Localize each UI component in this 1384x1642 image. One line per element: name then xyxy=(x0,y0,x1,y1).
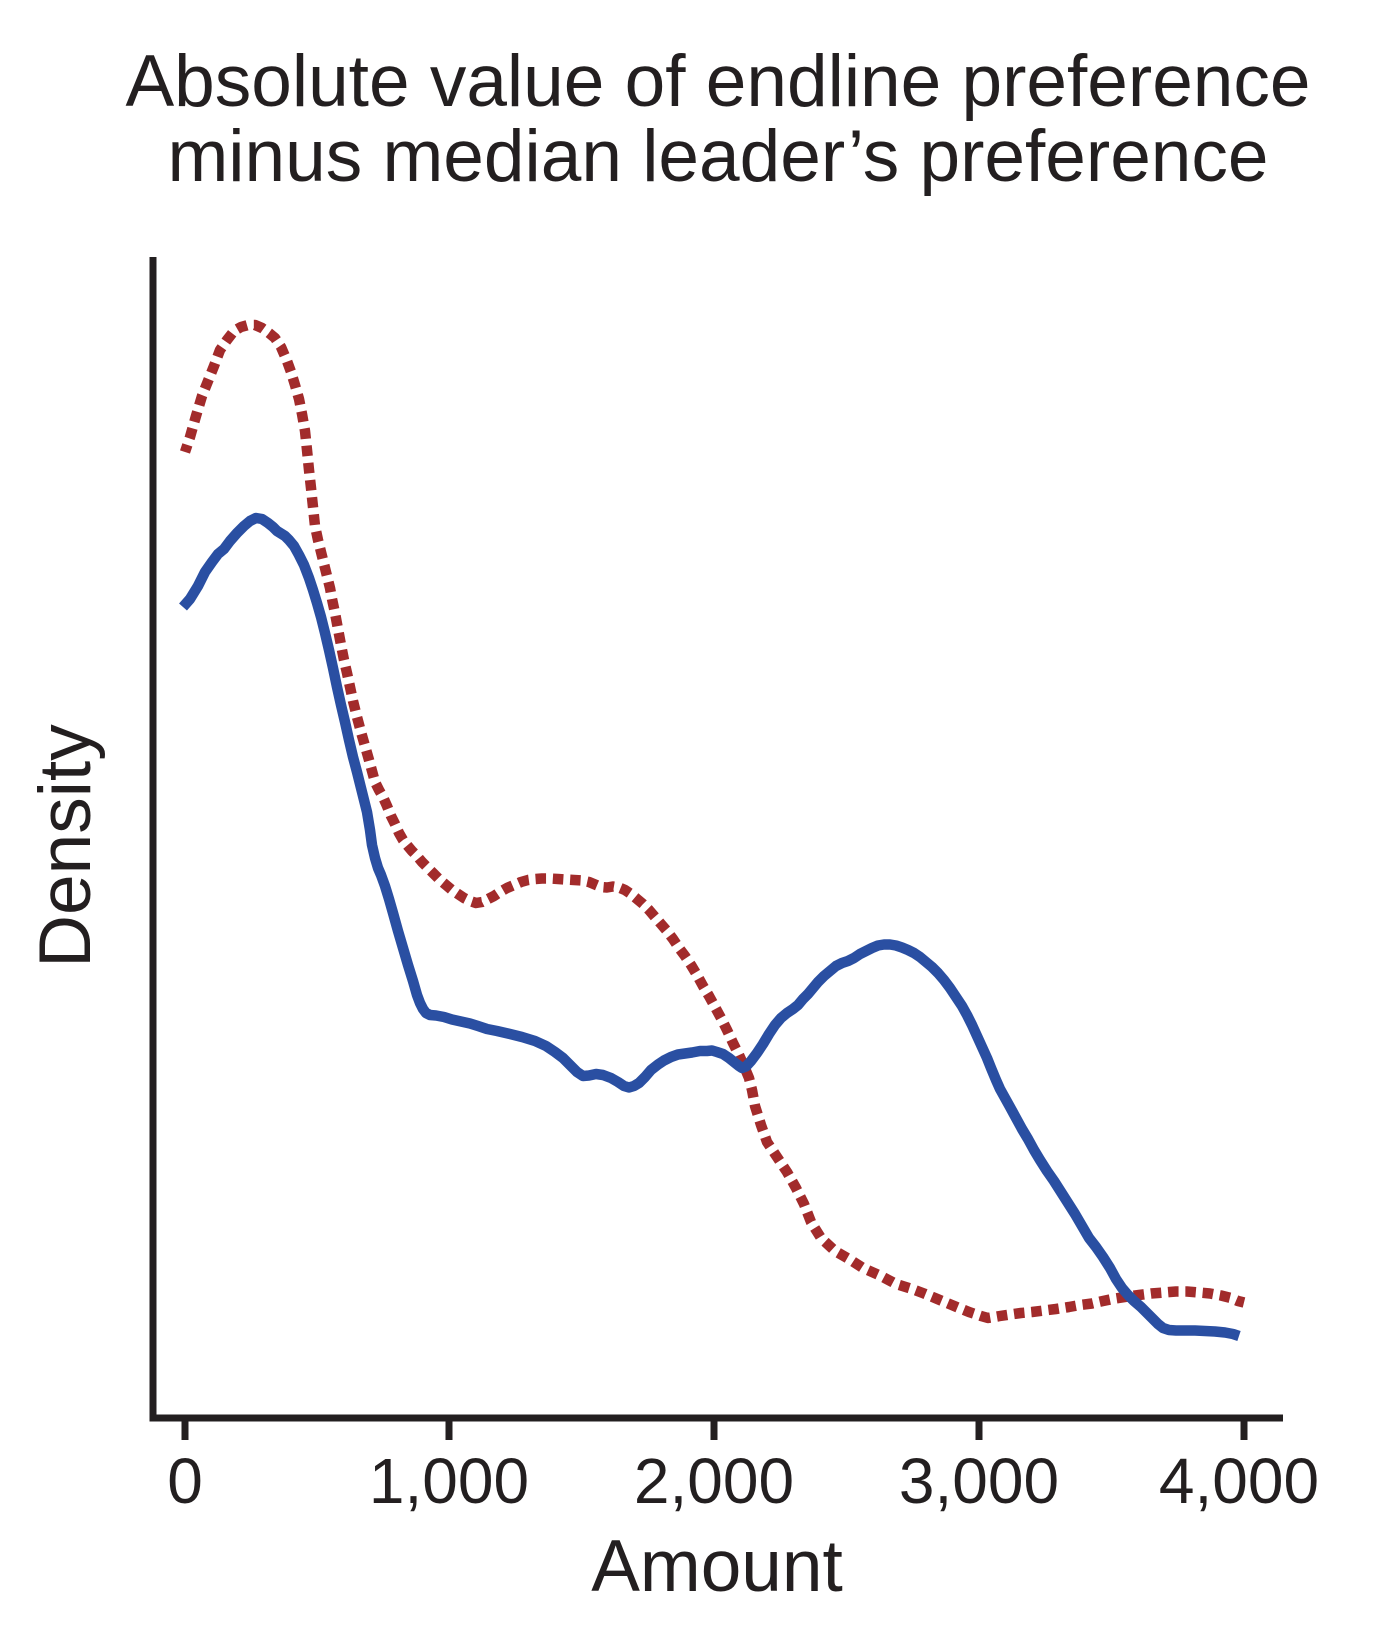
svg-text:3,000: 3,000 xyxy=(899,1445,1059,1517)
svg-text:4,000: 4,000 xyxy=(1159,1445,1319,1517)
svg-text:Amount: Amount xyxy=(591,1526,843,1607)
svg-text:Density: Density xyxy=(25,724,106,968)
svg-text:minus median leader’s preferen: minus median leader’s preference xyxy=(167,116,1268,197)
svg-text:1,000: 1,000 xyxy=(369,1445,529,1517)
svg-text:0: 0 xyxy=(167,1445,203,1517)
svg-text:2,000: 2,000 xyxy=(634,1445,794,1517)
svg-text:Absolute value of endline pref: Absolute value of endline preference xyxy=(125,41,1310,122)
